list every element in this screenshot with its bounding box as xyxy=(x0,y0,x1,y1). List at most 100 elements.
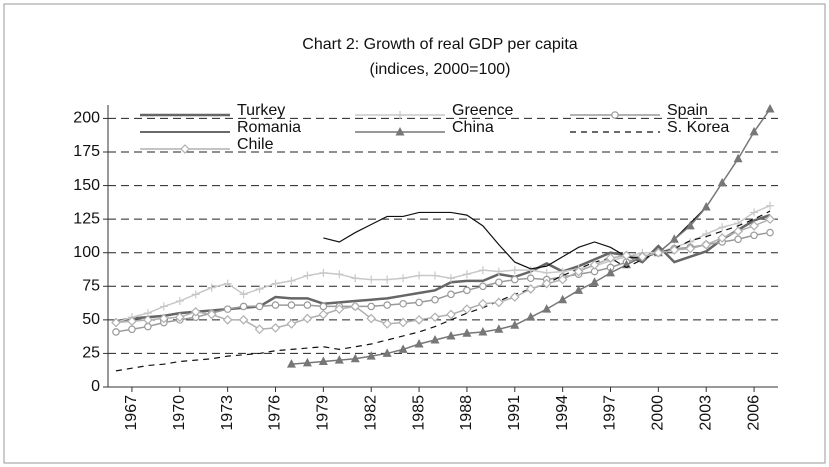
data-point xyxy=(334,355,344,364)
legend-label: Chile xyxy=(237,136,274,153)
data-point xyxy=(174,312,185,323)
y-tick-label: 25 xyxy=(82,345,100,362)
x-tick-label: 1982 xyxy=(362,395,379,431)
data-point xyxy=(733,226,743,237)
data-point xyxy=(286,319,297,329)
series-line xyxy=(115,210,771,372)
data-point xyxy=(382,319,393,329)
x-tick-label: 1988 xyxy=(458,395,475,431)
data-point xyxy=(494,267,503,276)
data-point xyxy=(367,302,376,311)
data-point xyxy=(606,267,615,277)
data-point xyxy=(510,275,519,284)
data-point xyxy=(526,266,535,275)
data-point xyxy=(128,325,136,334)
legend-marker xyxy=(180,144,190,154)
data-point xyxy=(158,313,169,324)
data-point xyxy=(302,313,313,324)
data-point xyxy=(127,316,137,327)
data-point xyxy=(685,243,696,254)
data-point xyxy=(749,221,759,231)
data-point xyxy=(431,271,440,280)
data-point xyxy=(557,274,568,285)
data-point xyxy=(446,274,455,283)
legend-marker xyxy=(395,127,405,136)
data-point xyxy=(621,250,632,261)
data-point xyxy=(750,208,759,217)
data-point xyxy=(749,126,759,136)
data-point xyxy=(415,271,424,280)
data-point xyxy=(223,305,232,313)
data-point xyxy=(318,356,328,365)
data-point xyxy=(685,220,695,230)
data-point xyxy=(255,302,264,311)
data-point xyxy=(399,274,408,283)
data-point xyxy=(510,266,519,275)
data-point xyxy=(479,282,487,291)
legend-label: China xyxy=(452,119,494,136)
legend-label: Spain xyxy=(667,102,708,119)
data-point xyxy=(430,312,440,323)
x-tick-label: 1985 xyxy=(410,395,427,431)
data-point xyxy=(766,228,774,237)
data-point xyxy=(302,357,312,367)
y-tick-label: 175 xyxy=(73,143,100,160)
data-point xyxy=(334,304,345,314)
x-tick-label: 2003 xyxy=(697,395,714,431)
data-point xyxy=(541,278,552,289)
data-point xyxy=(526,274,535,283)
x-tick-label: 1997 xyxy=(602,395,619,431)
y-tick-label: 0 xyxy=(91,378,100,395)
data-point xyxy=(717,233,728,243)
data-point xyxy=(573,266,584,277)
y-tick-label: 50 xyxy=(82,311,100,328)
data-point xyxy=(398,344,408,353)
legend-marker xyxy=(611,111,619,119)
data-point xyxy=(254,324,265,335)
data-point xyxy=(414,315,424,325)
x-tick-label: 1970 xyxy=(171,395,188,431)
data-point xyxy=(366,351,376,360)
data-point xyxy=(494,324,504,333)
data-point xyxy=(319,268,328,277)
data-point xyxy=(669,245,680,255)
data-point xyxy=(558,294,568,304)
x-tick-label: 1994 xyxy=(554,395,571,431)
data-point xyxy=(734,235,742,244)
data-point xyxy=(335,270,344,279)
data-point xyxy=(766,201,775,210)
data-point xyxy=(574,285,584,294)
data-point xyxy=(542,304,552,313)
data-point xyxy=(446,309,456,320)
data-point xyxy=(303,271,312,280)
x-tick-label: 1973 xyxy=(219,395,236,431)
data-point xyxy=(271,301,280,309)
x-tick-label: 1991 xyxy=(506,395,523,431)
data-point xyxy=(303,301,312,309)
legend-label: Greence xyxy=(452,102,513,119)
data-point xyxy=(318,309,329,320)
data-point xyxy=(399,299,407,308)
data-point xyxy=(367,275,376,284)
data-point xyxy=(159,302,168,311)
data-point xyxy=(287,301,296,309)
y-tick-label: 200 xyxy=(73,110,100,127)
data-point xyxy=(286,359,296,368)
data-point xyxy=(605,253,616,263)
data-point xyxy=(112,328,120,336)
data-point xyxy=(383,275,392,284)
data-point xyxy=(542,268,551,277)
data-point xyxy=(447,290,455,299)
data-point xyxy=(510,320,520,329)
data-point xyxy=(653,247,664,258)
data-point xyxy=(750,231,758,240)
chart-subtitle: (indices, 2000=100) xyxy=(370,61,511,78)
data-point xyxy=(637,251,648,262)
data-point xyxy=(206,309,217,320)
data-point xyxy=(190,306,201,317)
data-point xyxy=(222,315,233,325)
data-point xyxy=(207,283,216,292)
data-point xyxy=(223,279,232,288)
data-point xyxy=(239,302,248,311)
